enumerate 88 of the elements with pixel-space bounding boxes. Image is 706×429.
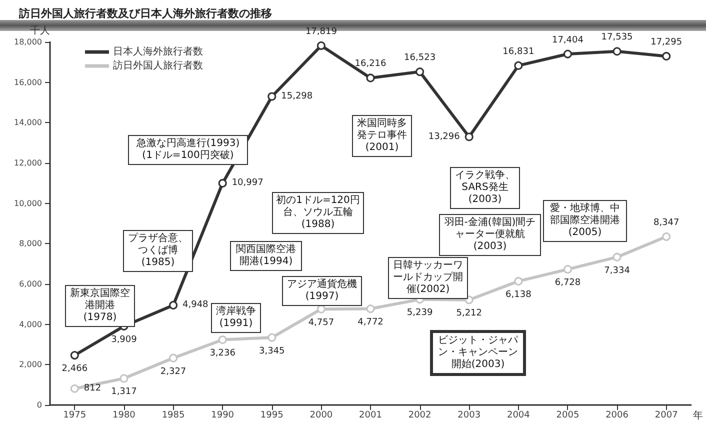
data-label: 812 bbox=[84, 384, 102, 394]
y-tick-label: 8,000 bbox=[19, 239, 42, 248]
point bbox=[612, 252, 622, 262]
annotation: 羽田-金浦(韓国)間チャーター便就航(2003) bbox=[439, 214, 541, 256]
data-label: 2,327 bbox=[160, 366, 186, 377]
y-tick-label: 4,000 bbox=[19, 320, 42, 329]
data-label: 16,523 bbox=[404, 53, 436, 64]
legend-label: 日本人海外旅行者数 bbox=[113, 46, 203, 58]
x-tick-label: 2004 bbox=[506, 410, 530, 420]
data-label: 6,138 bbox=[506, 290, 532, 300]
data-label: 2,466 bbox=[62, 364, 88, 374]
data-label: 1,317 bbox=[111, 387, 137, 398]
annotation: 急激な円高進行(1993)(1ドル=100円突破) bbox=[128, 135, 248, 165]
point bbox=[169, 300, 178, 310]
x-tick-label: 1985 bbox=[162, 410, 185, 420]
data-label: 3,909 bbox=[111, 334, 138, 345]
point bbox=[70, 351, 79, 360]
data-label: 10,997 bbox=[232, 178, 264, 188]
annotation: アジア通貨危機(1997) bbox=[282, 276, 362, 306]
point bbox=[514, 276, 523, 286]
point bbox=[662, 232, 671, 241]
point bbox=[464, 132, 474, 142]
data-label: 8,347 bbox=[653, 218, 680, 228]
annotation: 湾岸戦争(1991) bbox=[211, 303, 261, 333]
annotation: 愛・地球博、中部国際空港開港(2005) bbox=[543, 200, 627, 242]
point bbox=[169, 354, 178, 362]
data-label: 15,298 bbox=[281, 91, 313, 102]
point bbox=[366, 74, 375, 82]
point bbox=[268, 333, 276, 342]
data-label: 3,236 bbox=[210, 348, 236, 358]
data-label: 5,239 bbox=[406, 308, 433, 318]
point bbox=[218, 335, 227, 344]
annotation: 米国同時多発テロ事件(2001) bbox=[352, 115, 412, 157]
legend-label: 訪日外国人旅行者数 bbox=[113, 60, 203, 72]
annotation: 初の1ドル=120円台、ソウル五輪(1988) bbox=[272, 192, 364, 234]
point bbox=[612, 47, 622, 56]
data-label: 4,757 bbox=[308, 318, 334, 328]
point bbox=[514, 61, 523, 70]
x-tick-label: 2000 bbox=[310, 410, 333, 420]
y-tick-label: 14,000 bbox=[14, 118, 42, 128]
annotation: 日韓サッカーワールドカップ開催(2002) bbox=[388, 257, 468, 299]
data-label: 17,404 bbox=[552, 35, 584, 46]
x-tick-label: 1975 bbox=[63, 410, 86, 420]
y-tick-label: 12,000 bbox=[14, 158, 42, 168]
x-tick-label: 2006 bbox=[606, 410, 629, 420]
data-label: 6,728 bbox=[554, 278, 581, 288]
x-tick-label: 1980 bbox=[112, 410, 136, 420]
data-label: 3,345 bbox=[259, 346, 285, 356]
point bbox=[218, 178, 227, 188]
x-tick-label: 2002 bbox=[408, 410, 432, 420]
x-tick-label: 2007 bbox=[654, 410, 678, 420]
x-tick-label: 1990 bbox=[211, 410, 234, 420]
data-label: 16,831 bbox=[502, 46, 534, 57]
data-label: 7,334 bbox=[604, 266, 630, 276]
point bbox=[366, 304, 375, 314]
point bbox=[662, 52, 671, 60]
y-tick-label: 2,000 bbox=[19, 360, 42, 370]
y-tick-label: 6,000 bbox=[19, 280, 42, 288]
y-axis-title: 千人 bbox=[30, 24, 50, 36]
data-label: 13,296 bbox=[428, 132, 460, 142]
annotation: ビジット・ジャパン・キャンペーン開始(2003) bbox=[430, 330, 526, 376]
y-tick-label: 18,000 bbox=[14, 38, 42, 46]
y-tick-label: 16,000 bbox=[14, 78, 42, 87]
point bbox=[416, 68, 424, 76]
point bbox=[316, 41, 326, 50]
data-label: 17,819 bbox=[305, 26, 338, 37]
data-label: 16,216 bbox=[354, 59, 387, 70]
data-label: 4,772 bbox=[358, 318, 384, 328]
x-tick-label: 2003 bbox=[458, 410, 481, 420]
data-label: 5,212 bbox=[456, 308, 482, 319]
annotation: イラク戦争、SARS発生(2003) bbox=[450, 167, 520, 209]
y-tick-label: 0 bbox=[36, 400, 42, 410]
annotation: 関西国際空港開港(1994) bbox=[230, 241, 302, 271]
point bbox=[563, 265, 572, 274]
point bbox=[268, 92, 276, 101]
x-tick-label: 1995 bbox=[260, 410, 284, 420]
x-tick-label: 2001 bbox=[359, 410, 382, 420]
point bbox=[70, 384, 79, 393]
point bbox=[464, 296, 474, 304]
data-label: 4,948 bbox=[182, 300, 209, 310]
y-tick-label: 10,000 bbox=[14, 198, 42, 208]
annotation: プラザ合意、つくば博(1985) bbox=[123, 230, 193, 272]
data-label: 17,535 bbox=[601, 32, 633, 43]
x-axis-title: 年 bbox=[693, 410, 703, 422]
x-tick-label: 2005 bbox=[556, 410, 580, 420]
data-label: 17,295 bbox=[650, 37, 682, 48]
point bbox=[120, 374, 128, 383]
point bbox=[563, 50, 572, 58]
